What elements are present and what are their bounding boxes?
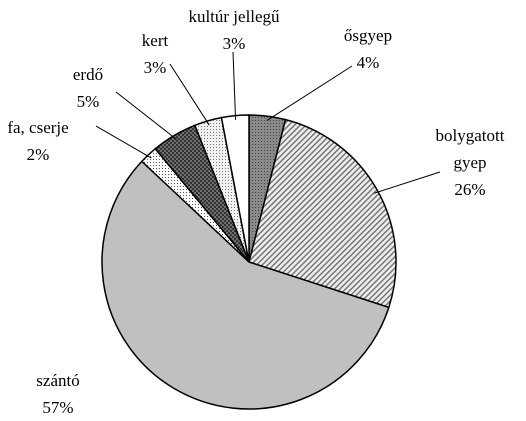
leader-line [266, 65, 353, 121]
slice-label: kultúr jellegű 3% [169, 3, 299, 57]
slice-percent: 2% [26, 145, 50, 164]
slice-name: szántó [36, 371, 80, 390]
leader-line [95, 125, 152, 159]
pie-area [95, 51, 441, 410]
slice-percent: 5% [76, 92, 100, 111]
slice-label: bolygatott gyep 26% [425, 122, 515, 203]
slice-percent: 3% [143, 58, 167, 77]
slice-name: kert [141, 31, 169, 50]
chart: ősgyep 4% bolygatott gyep 26% szántó 57% fa, c… [0, 3, 515, 417]
slice-percent: 57% [42, 398, 74, 417]
slice-name: ősgyep [343, 26, 393, 45]
slice-percent: 4% [356, 53, 380, 72]
slice-label: szántó 57% [23, 367, 93, 421]
pie-slice [248, 118, 397, 309]
leader-line [373, 171, 441, 194]
leader-line [232, 51, 237, 121]
slice-percent: 3% [222, 34, 246, 53]
pie-slice [101, 160, 390, 410]
slice-label: fa, cserje 2% [0, 114, 83, 168]
slice-percent: 26% [454, 180, 486, 199]
slice-label: erdő 5% [63, 61, 113, 115]
leader-line [115, 91, 177, 140]
slice-name: kultúr jellegű [188, 7, 280, 26]
slice-label: ősgyep 4% [323, 22, 413, 76]
leader-line [169, 63, 210, 126]
slice-name: fa, cserje [7, 118, 69, 137]
slice-name: bolygatott gyep [435, 126, 505, 172]
slice-name: erdő [72, 65, 104, 84]
slice-label: kert 3% [130, 27, 180, 81]
